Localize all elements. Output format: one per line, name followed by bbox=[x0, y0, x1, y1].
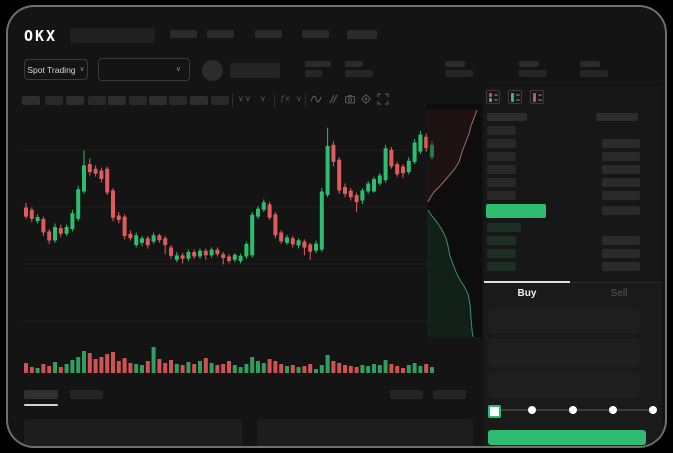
slider-handle[interactable] bbox=[488, 405, 501, 418]
nav-item-placeholder[interactable] bbox=[255, 30, 282, 38]
stat-label-placeholder bbox=[305, 61, 331, 67]
stat-value-placeholder bbox=[580, 70, 608, 77]
search-input[interactable] bbox=[70, 28, 155, 43]
chevron-down-icon: ∨ bbox=[175, 66, 181, 73]
stat-value-placeholder bbox=[519, 70, 547, 77]
ask-price-placeholder[interactable] bbox=[487, 178, 516, 187]
book-combined-icon[interactable] bbox=[486, 90, 500, 104]
market-type-dropdown[interactable]: Spot Trading ∨ bbox=[24, 59, 88, 80]
stat-value-placeholder bbox=[305, 70, 322, 77]
ask-price-placeholder[interactable] bbox=[487, 139, 516, 148]
slider-stop[interactable] bbox=[608, 406, 617, 414]
interval-button-placeholder[interactable] bbox=[108, 96, 126, 105]
stat-label-placeholder bbox=[519, 61, 539, 67]
bid-amount-placeholder bbox=[602, 236, 640, 245]
nav-item-placeholder[interactable] bbox=[207, 30, 234, 38]
stat-label-placeholder bbox=[580, 61, 600, 67]
interval-button-placeholder[interactable] bbox=[88, 96, 106, 105]
bottom-action-placeholder[interactable] bbox=[433, 390, 466, 399]
nav-item-placeholder[interactable] bbox=[302, 30, 329, 38]
bid-amount-placeholder bbox=[602, 249, 640, 258]
bid-price-placeholder[interactable] bbox=[487, 249, 516, 258]
pair-selector-dropdown[interactable]: ∨ bbox=[98, 58, 190, 81]
total-input[interactable] bbox=[488, 373, 640, 398]
interval-button-placeholder[interactable] bbox=[66, 96, 84, 105]
bid-price-placeholder[interactable] bbox=[487, 223, 521, 232]
ask-price-placeholder[interactable] bbox=[487, 152, 516, 161]
toolbar-divider bbox=[274, 94, 275, 107]
ask-price-placeholder[interactable] bbox=[487, 191, 516, 200]
camera-screenshot-icon[interactable] bbox=[344, 93, 356, 105]
interval-button-placeholder[interactable] bbox=[190, 96, 208, 105]
interval-button-placeholder[interactable] bbox=[129, 96, 147, 105]
stat-label-placeholder bbox=[445, 61, 465, 67]
amount-input[interactable] bbox=[488, 339, 640, 367]
depth-chart[interactable] bbox=[427, 104, 482, 337]
interval-selector[interactable]: ∨∨ bbox=[238, 94, 252, 103]
slider-stop[interactable] bbox=[568, 406, 577, 414]
buy-submit-button[interactable] bbox=[488, 430, 646, 445]
volume-bars bbox=[24, 347, 434, 373]
toolbar-divider bbox=[305, 94, 306, 107]
ask-price-placeholder[interactable] bbox=[487, 165, 516, 174]
okx-logo: OKX bbox=[24, 27, 58, 45]
line-draw-icon[interactable] bbox=[310, 93, 322, 105]
tab-sell[interactable]: Sell bbox=[576, 285, 662, 301]
ask-amount-placeholder bbox=[602, 191, 640, 200]
price-input[interactable] bbox=[488, 309, 640, 333]
interval-button-placeholder[interactable] bbox=[45, 96, 63, 105]
book-header-price bbox=[487, 113, 527, 121]
history-panel-placeholder bbox=[257, 419, 473, 446]
tab-buy-label: Buy bbox=[517, 287, 537, 299]
nav-item-placeholder[interactable] bbox=[347, 30, 377, 39]
tabbar-divider bbox=[484, 282, 662, 283]
book-asks-icon[interactable] bbox=[530, 90, 544, 104]
ask-amount-placeholder bbox=[602, 152, 640, 161]
bottom-tab[interactable] bbox=[70, 390, 103, 399]
active-tab-underline bbox=[24, 404, 58, 406]
chevron-down-icon: ∨ bbox=[79, 66, 85, 73]
candlestick-chart[interactable] bbox=[22, 114, 434, 342]
tab-buy[interactable]: Buy bbox=[484, 285, 570, 301]
interval-button-placeholder[interactable] bbox=[149, 96, 167, 105]
chart-style-dropdown[interactable]: ∨ bbox=[260, 94, 267, 103]
orders-panel-placeholder bbox=[24, 419, 242, 446]
book-header-amount bbox=[596, 113, 638, 121]
app-window: OKX Spot Trading ∨ ∨ ∨∨ ∨ ƒx ∨ bbox=[6, 5, 667, 448]
indicators-button[interactable]: ƒx bbox=[280, 94, 291, 103]
ask-amount-placeholder bbox=[602, 165, 640, 174]
bottom-tab-active[interactable] bbox=[24, 390, 58, 399]
slider-stop[interactable] bbox=[528, 406, 537, 414]
buy-tab-indicator bbox=[484, 281, 570, 283]
settings-gear-icon[interactable] bbox=[360, 93, 372, 105]
interval-button-placeholder[interactable] bbox=[169, 96, 187, 105]
last-price-badge bbox=[486, 204, 546, 218]
slider-stop[interactable] bbox=[649, 406, 657, 414]
overlay-dropdown[interactable]: ∨ bbox=[296, 94, 303, 103]
stat-label-placeholder bbox=[345, 61, 363, 67]
tab-sell-label: Sell bbox=[610, 287, 628, 299]
ask-amount-placeholder bbox=[602, 139, 640, 148]
bid-price-placeholder[interactable] bbox=[487, 236, 516, 245]
stat-value-placeholder bbox=[345, 70, 373, 77]
ask-price-placeholder[interactable] bbox=[487, 126, 516, 135]
interval-button-placeholder[interactable] bbox=[211, 96, 229, 105]
interval-button-placeholder[interactable] bbox=[22, 96, 40, 105]
toolbar-divider bbox=[232, 94, 233, 107]
trendline-icon[interactable] bbox=[327, 93, 339, 105]
price-row-amount-placeholder bbox=[602, 206, 640, 215]
bottom-action-placeholder[interactable] bbox=[390, 390, 423, 399]
stat-value-placeholder bbox=[445, 70, 473, 77]
bid-price-placeholder[interactable] bbox=[487, 262, 516, 271]
nav-item-placeholder[interactable] bbox=[170, 30, 197, 38]
fullscreen-icon[interactable] bbox=[377, 93, 389, 105]
book-bids-icon[interactable] bbox=[508, 90, 522, 104]
pair-avatar bbox=[202, 60, 223, 81]
bid-amount-placeholder bbox=[602, 262, 640, 271]
trade-sidebar: Buy Sell bbox=[484, 87, 662, 446]
market-type-label: Spot Trading bbox=[27, 64, 76, 75]
ask-amount-placeholder bbox=[602, 178, 640, 187]
pair-name-placeholder bbox=[230, 63, 280, 78]
